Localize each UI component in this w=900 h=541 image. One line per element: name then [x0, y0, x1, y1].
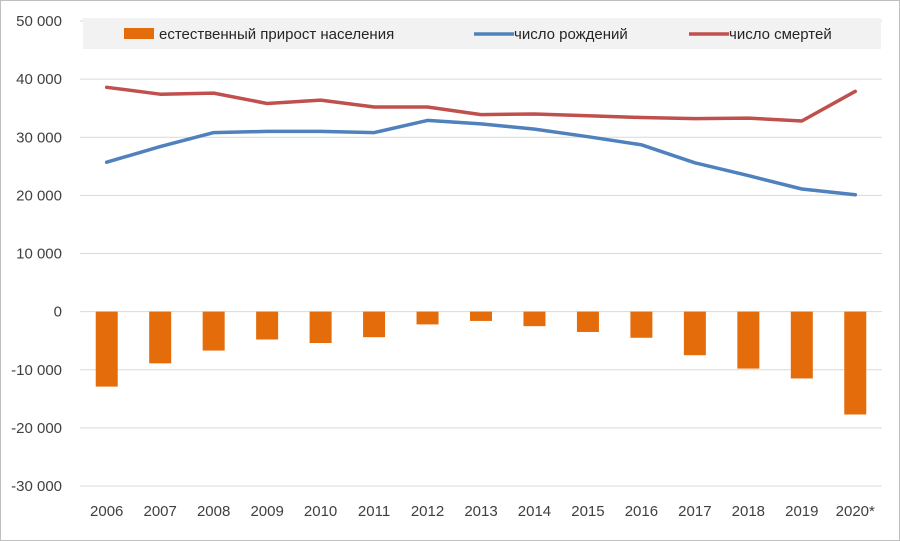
bar: [470, 311, 492, 321]
x-tick-label: 2015: [571, 503, 604, 520]
y-tick-label: -20 000: [11, 420, 62, 437]
bar: [363, 311, 386, 338]
x-tick-label: 2006: [90, 503, 123, 520]
line-series: [104, 85, 858, 197]
bar: [202, 311, 225, 351]
x-tick-label: 2017: [678, 503, 711, 520]
bar: [630, 311, 653, 338]
x-tick-label: 2009: [250, 503, 283, 520]
y-tick-label: 10 000: [16, 246, 62, 263]
legend-label-natural-increase: естественный прирост населения: [159, 26, 394, 43]
y-tick-label: 0: [54, 304, 62, 321]
x-tick-label: 2016: [625, 503, 658, 520]
bar: [309, 311, 332, 344]
bar: [683, 311, 706, 356]
x-axis-tick-labels: 2006 2007 2008 2009 2010 2011 2012 2013 2014 2015…: [90, 503, 875, 520]
bar: [576, 311, 599, 332]
x-tick-label: 2011: [358, 503, 390, 520]
bar: [523, 311, 546, 327]
bar-series: [95, 311, 867, 415]
legend-label-births: число рождений: [514, 26, 628, 43]
x-tick-label: 2018: [732, 503, 765, 520]
bar: [737, 311, 760, 369]
bar: [149, 311, 172, 364]
bar: [416, 311, 439, 325]
y-tick-label: 30 000: [16, 129, 62, 146]
gridlines: [80, 20, 882, 487]
legend-swatch-natural-increase: [124, 28, 154, 39]
x-tick-label: 2008: [197, 503, 230, 520]
line-deaths: [104, 85, 858, 123]
bar: [256, 311, 279, 340]
y-axis-tick-labels: 50 000 40 000 30 000 20 000 10 000 0 -10 000 -2…: [11, 13, 62, 495]
bar: [844, 311, 867, 415]
x-tick-label: 2012: [411, 503, 444, 520]
bar: [95, 311, 118, 387]
bar: [790, 311, 813, 379]
legend-label-deaths: число смертей: [729, 26, 832, 43]
x-tick-label: 2014: [518, 503, 551, 520]
x-tick-label: 2019: [785, 503, 818, 520]
y-tick-label: -30 000: [11, 478, 62, 495]
x-tick-label: 2013: [464, 503, 497, 520]
legend: естественный прирост населения число рож…: [83, 18, 881, 49]
y-tick-label: 50 000: [16, 13, 62, 30]
x-tick-label: 2007: [144, 503, 177, 520]
y-tick-label: 40 000: [16, 71, 62, 88]
x-tick-label: 2020*: [836, 503, 875, 520]
y-tick-label: -10 000: [11, 362, 62, 379]
x-tick-label: 2010: [304, 503, 337, 520]
line-births: [104, 118, 858, 197]
y-tick-label: 20 000: [16, 187, 62, 204]
